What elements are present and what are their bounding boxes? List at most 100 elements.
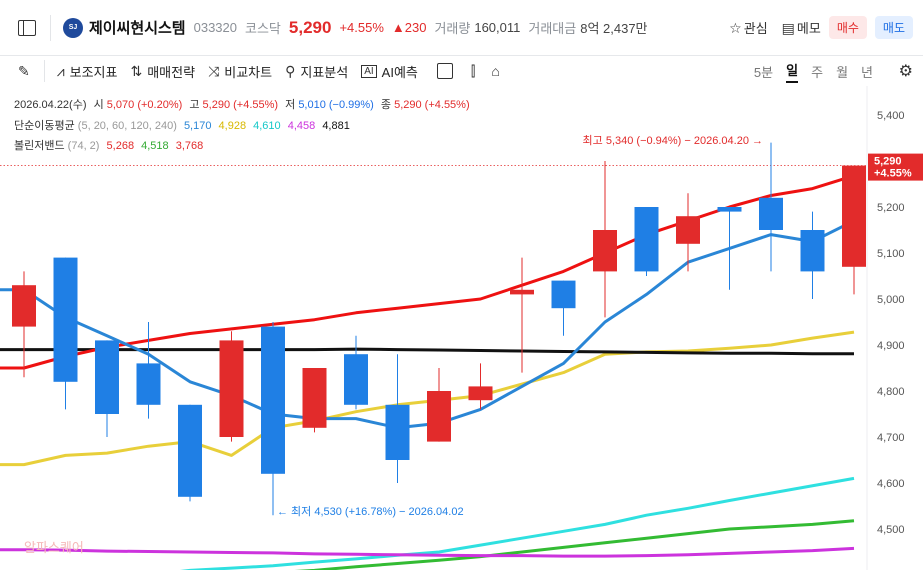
bb-upper-value: 5,268 bbox=[106, 140, 135, 152]
ma120-value: 4,458 bbox=[287, 120, 316, 132]
ma60-value: 4,610 bbox=[253, 120, 281, 132]
y-tick-label: 5,100 bbox=[877, 248, 905, 260]
high-value: 5,290 (+4.55%) bbox=[202, 99, 279, 111]
period-tab-5min[interactable]: 5분 bbox=[753, 64, 774, 80]
ma5-line bbox=[0, 219, 855, 430]
ai-predict-button[interactable]: AI AI예측 bbox=[361, 62, 418, 81]
bb-legend[interactable]: 볼린저밴드 (74, 2) 5,268 4,518 3,768 bbox=[14, 137, 203, 153]
compare-button[interactable]: ⤨ 비교차트 bbox=[208, 62, 272, 81]
trade-value: 8억 2,437만 bbox=[580, 21, 648, 36]
indicator-icon: ⩘ bbox=[56, 62, 65, 79]
bb-params: (74, 2) bbox=[67, 140, 100, 152]
candle-body bbox=[95, 340, 119, 414]
bb-lower-value: 3,768 bbox=[175, 140, 204, 152]
candle-body bbox=[800, 230, 825, 272]
indicator-button[interactable]: ⩘ 보조지표 bbox=[57, 62, 118, 81]
ma20-line bbox=[0, 330, 855, 467]
candle-body bbox=[551, 280, 576, 309]
ma-legend[interactable]: 단순이동평균 (5, 20, 60, 120, 240) 5,170 4,928… bbox=[14, 117, 350, 133]
period-tab-year[interactable]: 년 bbox=[861, 64, 873, 80]
watch-button[interactable]: ☆ 관심 bbox=[729, 18, 767, 37]
candle-body bbox=[634, 207, 659, 272]
draw-pencil-icon[interactable]: ✎ bbox=[18, 62, 30, 79]
ma-params: (5, 20, 60, 120, 240) bbox=[77, 120, 177, 132]
header-divider bbox=[50, 14, 51, 41]
ai-predict-label: AI예측 bbox=[381, 64, 418, 80]
y-tick-label: 5,400 bbox=[877, 110, 905, 122]
last-pct-label: +4.55% bbox=[874, 168, 912, 180]
analysis-label: 지표분석 bbox=[300, 64, 349, 80]
indicator-label: 보조지표 bbox=[69, 64, 118, 80]
candle-body bbox=[136, 363, 161, 405]
settings-gear-icon[interactable]: ⚙ bbox=[898, 63, 913, 80]
candle-body bbox=[53, 257, 78, 382]
trade-value-label: 거래대금 bbox=[528, 21, 577, 36]
period-tabs: 5분 일 주 월 년 bbox=[754, 56, 873, 86]
sell-button[interactable]: 매도 bbox=[874, 16, 913, 39]
y-tick-label: 4,800 bbox=[877, 386, 905, 398]
ai-chip-icon: AI bbox=[361, 64, 377, 78]
chart-toolbar: ✎ ⩘ 보조지표 ⇅ 매매전략 ⤨ 비교차트 ⚲ 지표분석 AI AI예측 ⫿ ⌂ 5분 … bbox=[0, 56, 923, 86]
memo-icon: ▤ bbox=[781, 20, 795, 36]
y-tick-label: 4,500 bbox=[877, 524, 905, 536]
y-tick-label: 4,700 bbox=[877, 432, 905, 444]
candle-body bbox=[261, 326, 285, 474]
period-tab-week[interactable]: 주 bbox=[811, 64, 824, 80]
analysis-button[interactable]: ⚲ 지표분석 bbox=[285, 62, 348, 81]
last-price-label: 5,290 bbox=[874, 156, 902, 168]
stock-code: 033320 bbox=[193, 20, 237, 35]
chart-layout-icon[interactable] bbox=[436, 63, 453, 79]
y-tick-label: 4,600 bbox=[877, 478, 905, 490]
period-tab-day[interactable]: 일 bbox=[786, 60, 799, 83]
candle-body bbox=[178, 404, 202, 497]
analysis-icon: ⚲ bbox=[285, 62, 296, 79]
memo-button[interactable]: ▤ 메모 bbox=[782, 18, 821, 37]
candle-body bbox=[302, 368, 327, 428]
bb-upper-line bbox=[0, 174, 855, 370]
buy-button[interactable]: 매수 bbox=[828, 16, 867, 39]
candle-body bbox=[717, 207, 742, 212]
memo-label: 메모 bbox=[796, 21, 821, 36]
camera-icon[interactable]: ⌂ bbox=[491, 63, 500, 79]
compare-label: 비교차트 bbox=[224, 64, 273, 80]
strategy-button[interactable]: ⇅ 매매전략 bbox=[130, 62, 195, 81]
open-label: 시 bbox=[93, 99, 104, 111]
candle-body bbox=[759, 197, 783, 230]
last-price-box bbox=[868, 153, 923, 181]
candle-body bbox=[344, 354, 368, 405]
high-note: 최고 5,340 (−0.94%) − 2026.04.20 → bbox=[583, 134, 763, 147]
y-tick-label: 5,300 bbox=[877, 156, 905, 168]
sidebar-toggle-icon[interactable] bbox=[18, 19, 36, 36]
strategy-label: 매매전략 bbox=[147, 64, 196, 80]
ma120-line bbox=[0, 546, 855, 558]
ma60-line bbox=[179, 476, 855, 570]
bb-mid-value: 4,518 bbox=[141, 140, 169, 152]
candle-body bbox=[427, 391, 451, 442]
change-amount: ▲230 bbox=[391, 20, 427, 35]
stock-name[interactable]: 제이씨현시스템 bbox=[89, 20, 186, 37]
company-logo: SJ bbox=[63, 17, 83, 38]
low-note: ← 최저 4,530 (+16.78%) − 2026.04.02 bbox=[277, 505, 464, 518]
compare-icon: ⤨ bbox=[208, 62, 220, 79]
strategy-icon: ⇅ bbox=[130, 62, 143, 79]
open-value: 5,070 (+0.20%) bbox=[106, 99, 183, 111]
candle-body bbox=[842, 165, 866, 267]
bb-label: 볼린저밴드 bbox=[14, 140, 65, 152]
close-label: 종 bbox=[380, 99, 392, 111]
change-percent: +4.55% bbox=[339, 20, 384, 35]
candle-body bbox=[510, 289, 534, 295]
close-value: 5,290 (+4.55%) bbox=[394, 99, 470, 111]
candle-body bbox=[12, 285, 36, 327]
candle-body bbox=[593, 230, 617, 272]
high-label: 고 bbox=[189, 99, 200, 111]
y-tick-label: 4,900 bbox=[877, 340, 905, 352]
period-tab-month[interactable]: 월 bbox=[836, 64, 849, 80]
current-price: 5,290 bbox=[288, 17, 332, 37]
ma20-value: 4,928 bbox=[218, 120, 247, 132]
header-actions: ☆ 관심 ▤ 메모 매수 매도 bbox=[729, 16, 913, 39]
candle-body bbox=[385, 404, 410, 460]
market-label: 코스닥 bbox=[245, 21, 281, 36]
candle-type-icon[interactable]: ⫿ bbox=[470, 62, 476, 79]
bb-mid-line bbox=[294, 519, 855, 570]
ohlc-legend: 2026.04.22(수) 시 5,070 (+0.20%) 고 5,290 (… bbox=[14, 96, 470, 112]
